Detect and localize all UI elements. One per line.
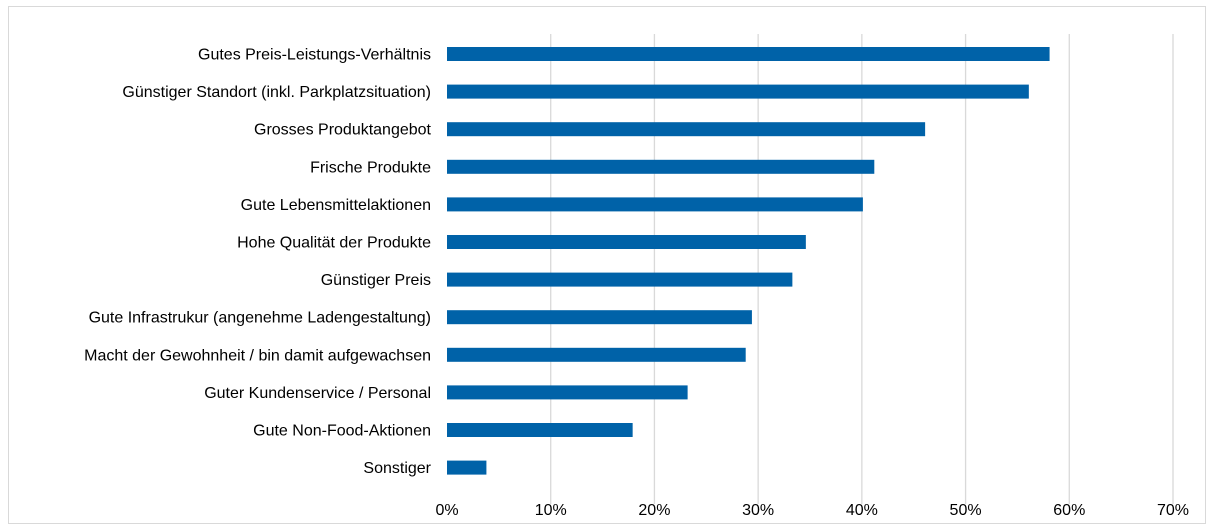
- x-tick-label: 0%: [435, 502, 458, 519]
- bar: [447, 423, 633, 437]
- bar: [447, 159, 875, 174]
- bar: [447, 47, 1050, 61]
- bar: [447, 197, 863, 212]
- bar: [447, 84, 1029, 99]
- x-tick-label: 20%: [638, 502, 670, 519]
- bar: [447, 347, 746, 362]
- category-label: Grosses Produktangebot: [254, 122, 432, 139]
- x-tick-label: 50%: [950, 502, 982, 519]
- x-tick-label: 60%: [1053, 502, 1085, 519]
- x-axis-tick-labels: 0% 10% 20% 30% 40% 50% 60% 70%: [435, 502, 1189, 519]
- bar: [447, 122, 926, 137]
- bars: [447, 47, 1050, 475]
- category-label: Gute Lebensmittelaktionen: [241, 197, 431, 214]
- category-label: Gutes Preis-Leistungs-Verhältnis: [198, 47, 431, 64]
- bar: [447, 235, 806, 249]
- x-tick-label: 30%: [742, 502, 774, 519]
- category-label: Günstiger Standort (inkl. Parkplatzsitua…: [122, 84, 431, 101]
- category-label: Günstiger Preis: [321, 272, 431, 289]
- category-label: Guter Kundenservice / Personal: [204, 385, 431, 402]
- category-label: Macht der Gewohnheit / bin damit aufgewa…: [84, 347, 431, 364]
- gridlines: [550, 34, 1174, 504]
- bar: [447, 272, 793, 287]
- category-label: Gute Infrastrukur (angenehme Ladengestal…: [89, 310, 431, 327]
- bar-chart: Gutes Preis-Leistungs-Verhältnis Günstige…: [84, 34, 1189, 519]
- category-label: Gute Non-Food-Aktionen: [253, 423, 431, 440]
- category-label: Sonstiger: [363, 460, 431, 477]
- x-tick-label: 40%: [846, 502, 878, 519]
- bar: [447, 385, 688, 400]
- chart-frame: Gutes Preis-Leistungs-Verhältnis Günstige…: [8, 6, 1206, 524]
- x-tick-label: 70%: [1157, 502, 1189, 519]
- bar: [447, 460, 487, 475]
- category-labels: Gutes Preis-Leistungs-Verhältnis Günstige…: [84, 47, 432, 478]
- category-label: Frische Produkte: [310, 159, 431, 176]
- category-label: Hohe Qualität der Produkte: [237, 235, 431, 252]
- x-tick-label: 10%: [535, 502, 567, 519]
- bar: [447, 310, 752, 325]
